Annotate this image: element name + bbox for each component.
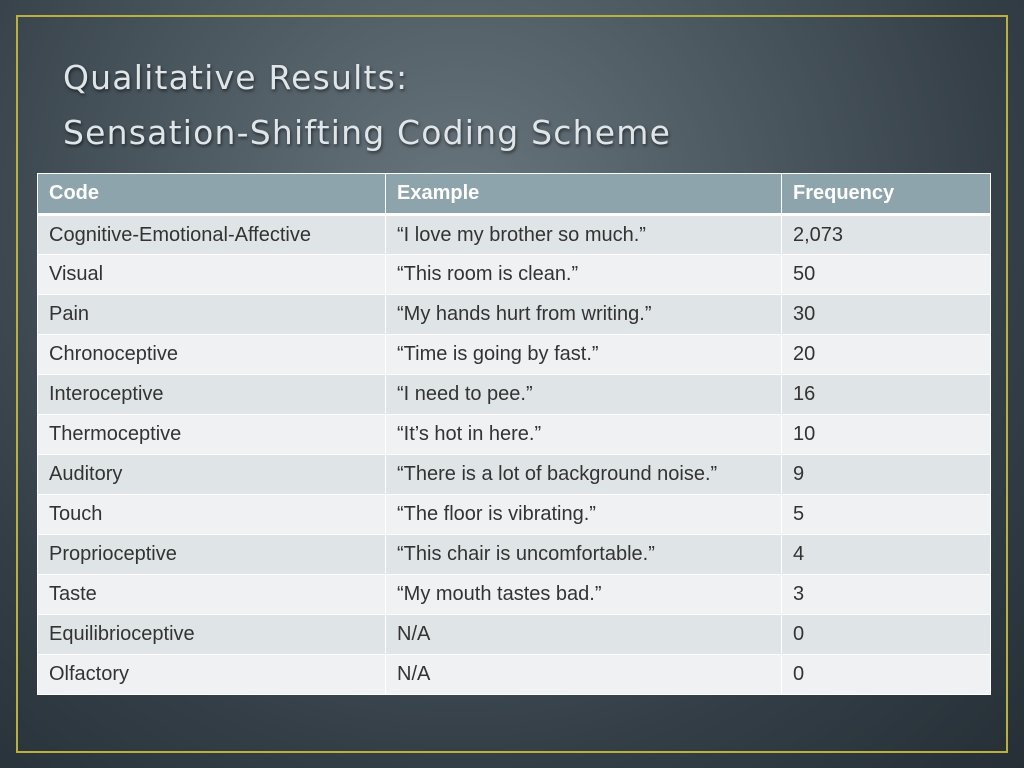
code-cell: Olfactory <box>37 654 386 695</box>
coding-scheme-table: Code Example Frequency Cognitive-Emotion… <box>37 173 991 695</box>
header-example: Example <box>385 173 782 216</box>
example-cell: “This chair is uncomfortable.” <box>385 534 782 575</box>
frequency-cell: 50 <box>781 254 991 295</box>
code-cell: Auditory <box>37 454 386 495</box>
table-row: Proprioceptive “This chair is uncomforta… <box>37 534 991 575</box>
code-cell: Chronoceptive <box>37 334 386 375</box>
header-code: Code <box>37 173 386 216</box>
table-row: Interoceptive “I need to pee.” 16 <box>37 374 991 415</box>
example-cell: “The floor is vibrating.” <box>385 494 782 535</box>
code-cell: Thermoceptive <box>37 414 386 455</box>
table-header-row: Code Example Frequency <box>37 173 991 216</box>
example-cell: “I love my brother so much.” <box>385 214 782 255</box>
example-cell: “Time is going by fast.” <box>385 334 782 375</box>
frequency-cell: 16 <box>781 374 991 415</box>
frequency-cell: 0 <box>781 614 991 655</box>
code-cell: Cognitive-Emotional-Affective <box>37 214 386 255</box>
header-frequency: Frequency <box>781 173 991 216</box>
example-cell: “My hands hurt from writing.” <box>385 294 782 335</box>
frequency-cell: 20 <box>781 334 991 375</box>
slide-title: Qualitative Results: Sensation-Shifting … <box>63 50 671 160</box>
frequency-cell: 30 <box>781 294 991 335</box>
code-cell: Equilibrioceptive <box>37 614 386 655</box>
frequency-cell: 2,073 <box>781 214 991 255</box>
example-cell: “There is a lot of background noise.” <box>385 454 782 495</box>
code-cell: Pain <box>37 294 386 335</box>
table-row: Pain “My hands hurt from writing.” 30 <box>37 294 991 335</box>
table-row: Cognitive-Emotional-Affective “I love my… <box>37 214 991 255</box>
code-cell: Touch <box>37 494 386 535</box>
example-cell: N/A <box>385 614 782 655</box>
example-cell: “This room is clean.” <box>385 254 782 295</box>
example-cell: “My mouth tastes bad.” <box>385 574 782 615</box>
code-cell: Interoceptive <box>37 374 386 415</box>
table-row: Touch “The floor is vibrating.” 5 <box>37 494 991 535</box>
frequency-cell: 3 <box>781 574 991 615</box>
title-line-2: Sensation-Shifting Coding Scheme <box>63 113 672 152</box>
frequency-cell: 9 <box>781 454 991 495</box>
frequency-cell: 10 <box>781 414 991 455</box>
frequency-cell: 5 <box>781 494 991 535</box>
example-cell: “It’s hot in here.” <box>385 414 782 455</box>
table-row: Visual “This room is clean.” 50 <box>37 254 991 295</box>
frequency-cell: 0 <box>781 654 991 695</box>
table-row: Taste “My mouth tastes bad.” 3 <box>37 574 991 615</box>
example-cell: N/A <box>385 654 782 695</box>
table-row: Auditory “There is a lot of background n… <box>37 454 991 495</box>
code-cell: Proprioceptive <box>37 534 386 575</box>
frequency-cell: 4 <box>781 534 991 575</box>
table-row: Chronoceptive “Time is going by fast.” 2… <box>37 334 991 375</box>
table-row: Thermoceptive “It’s hot in here.” 10 <box>37 414 991 455</box>
slide-frame <box>16 15 1008 753</box>
example-cell: “I need to pee.” <box>385 374 782 415</box>
code-cell: Visual <box>37 254 386 295</box>
code-cell: Taste <box>37 574 386 615</box>
table-row: Olfactory N/A 0 <box>37 654 991 695</box>
title-line-1: Qualitative Results: <box>63 58 409 97</box>
table-row: Equilibrioceptive N/A 0 <box>37 614 991 655</box>
